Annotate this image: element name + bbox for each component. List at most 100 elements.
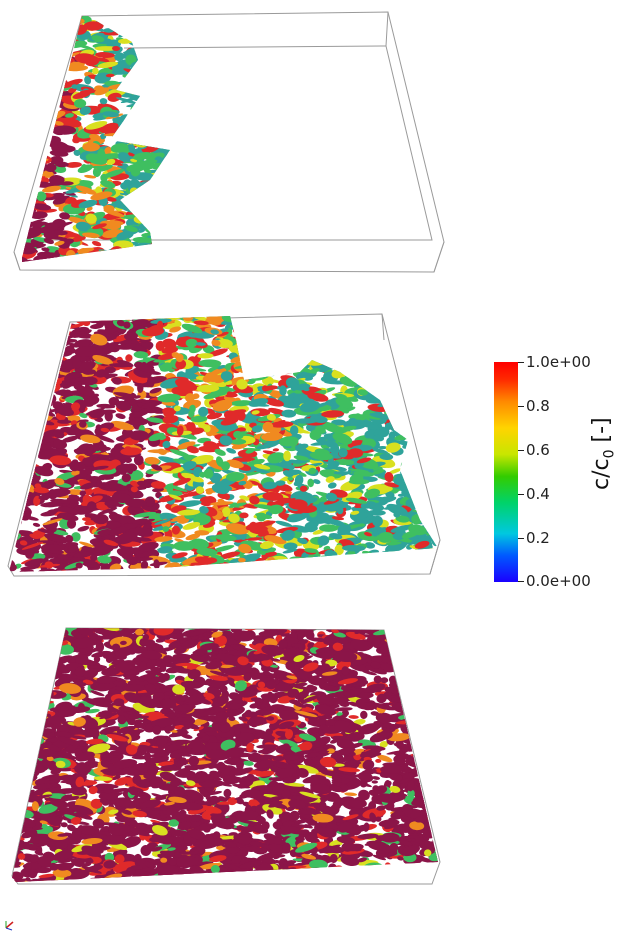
- pore-blob: [103, 169, 125, 178]
- pore-blob: [367, 568, 384, 572]
- pore-blob: [32, 115, 49, 122]
- pore-blob: [246, 537, 263, 541]
- pore-blob: [144, 110, 156, 120]
- pore-blob: [415, 496, 438, 504]
- pore-blob: [425, 331, 434, 337]
- pore-blob: [6, 224, 21, 229]
- pore-blob: [369, 570, 378, 572]
- pore-blob: [198, 406, 209, 417]
- pore-blob: [243, 628, 261, 631]
- pore-blob: [262, 491, 284, 501]
- pore-blob: [277, 878, 284, 882]
- pore-blob: [201, 874, 213, 880]
- pore-blob: [12, 727, 22, 734]
- pore-blob: [31, 686, 51, 695]
- pore-blob: [19, 356, 37, 361]
- pore-blob: [281, 498, 297, 504]
- pore-blob: [426, 432, 438, 441]
- pore-blob: [379, 341, 388, 347]
- pore-blob: [10, 485, 30, 491]
- pore-blob: [275, 480, 286, 486]
- pore-blob: [20, 335, 38, 343]
- pore-blob: [405, 316, 426, 324]
- pore-blob: [389, 877, 395, 882]
- pore-blob: [317, 535, 330, 546]
- pore-blob: [393, 646, 408, 656]
- pore-blob: [232, 563, 248, 572]
- pore-blob: [91, 260, 112, 262]
- pore-blob: [22, 17, 32, 24]
- pore-blob: [10, 421, 20, 430]
- pore-blob: [92, 223, 107, 230]
- pore-blob: [66, 518, 77, 529]
- pore-blob: [54, 478, 65, 485]
- pore-blob: [32, 48, 46, 54]
- pore-blob: [114, 569, 137, 572]
- pore-blob: [351, 342, 362, 351]
- pore-blob: [286, 324, 300, 333]
- pore-blob: [157, 126, 170, 133]
- pore-blob: [140, 252, 153, 261]
- pore-blob: [71, 532, 81, 542]
- pore-blob: [325, 476, 335, 483]
- pore-blob: [124, 133, 133, 138]
- pore-blob: [365, 557, 381, 568]
- pore-blob: [22, 193, 24, 206]
- pore-blob: [203, 424, 211, 433]
- pore-blob: [118, 30, 134, 38]
- pore-blob: [427, 715, 438, 726]
- pore-blob: [393, 511, 401, 518]
- pore-blob: [420, 334, 438, 346]
- pore-blob: [80, 434, 101, 444]
- pore-blob: [424, 518, 438, 526]
- pore-blob: [369, 564, 380, 572]
- pore-blob: [143, 108, 153, 114]
- pore-blob: [12, 704, 29, 714]
- pore-blob: [325, 874, 340, 880]
- pore-blob: [418, 388, 427, 395]
- pore-blob: [401, 867, 425, 879]
- pore-blob: [59, 40, 68, 44]
- pore-blob: [303, 398, 316, 409]
- pore-blob: [47, 316, 66, 319]
- pore-blob: [391, 336, 414, 344]
- pore-blob: [399, 344, 408, 356]
- pore-blob: [386, 316, 408, 319]
- pore-blob: [331, 343, 344, 352]
- pore-blob: [27, 680, 43, 691]
- pore-blob: [266, 565, 280, 572]
- pore-blob: [12, 746, 19, 757]
- pore-blob: [268, 504, 284, 515]
- pore-blob: [84, 174, 97, 179]
- pore-blob: [94, 87, 110, 96]
- pore-blob: [53, 121, 64, 126]
- pore-blob: [18, 362, 28, 368]
- pore-blob: [233, 323, 256, 333]
- pore-blob: [23, 156, 39, 162]
- pore-blob: [283, 351, 297, 361]
- pore-blob: [351, 337, 376, 348]
- pore-blob: [283, 562, 296, 572]
- pore-blob: [135, 537, 152, 542]
- pore-blob: [26, 65, 40, 74]
- pore-blob: [35, 328, 44, 334]
- pore-blob: [13, 765, 20, 771]
- pore-blob: [407, 337, 420, 346]
- pore-blob: [25, 130, 34, 138]
- pore-blob: [28, 345, 43, 354]
- pore-blob: [205, 372, 219, 383]
- pore-blob: [153, 174, 161, 179]
- pore-blob: [75, 185, 97, 195]
- pore-blob: [22, 41, 23, 52]
- pore-blob: [139, 17, 155, 22]
- pore-blob: [110, 446, 127, 458]
- pore-blob: [144, 140, 154, 147]
- pore-blob: [228, 513, 240, 523]
- pore-blob: [431, 440, 438, 451]
- pore-blob: [22, 160, 24, 167]
- pore-blob: [22, 33, 30, 42]
- pore-blob: [155, 111, 170, 117]
- pore-blob: [160, 257, 170, 262]
- pore-blob: [36, 29, 47, 38]
- pore-blob: [231, 316, 242, 323]
